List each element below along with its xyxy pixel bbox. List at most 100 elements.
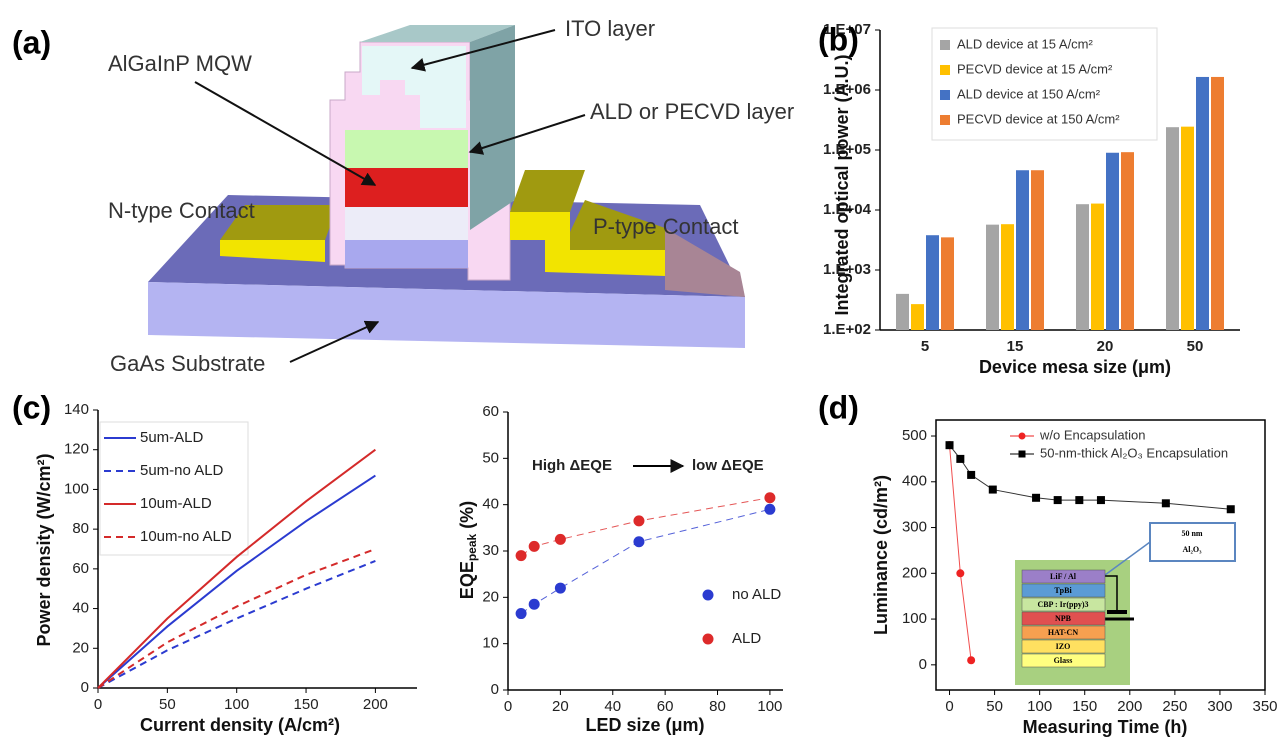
panel-label: (b) [818,21,859,57]
inset-layer-label: LiF / Al [1050,572,1077,581]
y-tick-label: 1.E+04 [823,201,872,218]
y-tick-label: 1.E+05 [823,141,871,158]
mqw-layer [345,168,468,207]
x-tick-label: 15 [1007,338,1024,355]
bar [1166,127,1179,331]
y-tick-label: 50 [482,449,499,466]
x-tick-label: 5 [921,338,929,355]
x-tick-label: 60 [657,698,674,715]
substrate-front [148,282,745,348]
y-tick-label: 80 [72,520,89,537]
y-tick-label: 0 [81,679,89,696]
legend-box [931,27,1158,141]
x-axis-label: Device mesa size (μm) [979,357,1171,377]
y-tick-label: 1.E+03 [823,261,871,278]
legend-label: ALD device at 150 A/cm² [957,86,1101,101]
wire [1105,575,1118,612]
n-layer [345,207,468,240]
diagram-label: GaAs Substrate [110,351,265,376]
arrow [410,29,556,72]
plot-frame [935,419,1266,691]
y-tick-label: 0 [919,656,927,673]
connect-line [520,497,770,557]
inset-layer-label: Glass [1054,656,1073,665]
legend-swatch [940,40,950,50]
legend-label: 50-nm-thick Al₂O₃ Encapsulation [1040,445,1228,460]
diagram-label: AlGaInP MQW [108,51,252,76]
bar [1196,76,1209,331]
bar [1076,204,1089,330]
inset-layer-label: TpBi [1054,586,1072,595]
inset-layer-label: IZO [1056,642,1071,651]
y-axis-label-sub: peak [465,533,479,561]
y-tick-label: 60 [482,403,499,420]
y-tick-label: 200 [902,564,927,581]
p-contact-step [570,200,665,250]
x-tick-label: 350 [1252,698,1277,715]
point [1018,432,1026,440]
inset-layer [1021,583,1106,598]
bar [1106,152,1119,330]
diagram-label: ALD or PECVD layer [590,99,794,124]
buffer-layer [345,240,468,268]
mqw-top-layer [345,130,468,168]
x-axis-label: Current density (A/cm²) [140,715,340,735]
x-tick-label: 100 [757,698,782,715]
x-tick-label: 150 [1072,698,1097,715]
y-axis-label: Power density (W/cm²) [34,453,54,646]
bar [1121,152,1134,330]
y-tick-label: 60 [72,560,89,577]
x-axis-label: Measuring Time (h) [1023,717,1188,737]
series-line [97,559,376,689]
y-axis-label-part: EQE [457,561,477,599]
annotation: low ΔEQE [692,457,764,474]
point [988,485,997,494]
panel-label: (a) [12,24,51,60]
bar [926,235,939,330]
y-axis-label: Luminance (cd/m²) [871,475,891,635]
y-tick-label: 140 [64,401,89,418]
p-contact-top [510,170,585,212]
x-tick-label: 200 [1117,698,1142,715]
callout-text: Al₂O₃ [1182,545,1202,554]
panel-label: (c) [12,389,51,425]
x-tick-label: 40 [604,698,621,715]
y-tick-label: 100 [902,610,927,627]
y-tick-label: 20 [482,588,499,605]
inset-layer [1021,625,1106,640]
point [1096,496,1105,505]
diagram-label: N-type Contact [108,198,255,223]
bar [1091,203,1104,330]
point [764,492,776,504]
y-tick-label: 120 [64,441,89,458]
annotation: High ΔEQE [532,457,612,474]
legend-label: 10um-ALD [140,495,212,512]
point [967,656,976,665]
series-line [97,448,376,689]
arrow [289,320,380,363]
y-tick-label: 30 [482,542,499,559]
panel-label: (d) [818,389,859,425]
connect-line [949,444,1231,510]
bar [941,237,954,330]
point [1053,496,1062,505]
x-tick-label: 20 [1097,338,1114,355]
legend-label: 5um-ALD [140,429,204,446]
callout-text: 50 nm [1181,529,1202,538]
legend-label: no ALD [732,586,781,603]
point [633,536,645,548]
legend-swatch [940,90,950,100]
inset-layer [1021,639,1106,654]
y-tick-label: 300 [902,519,927,536]
point [1032,493,1041,502]
point [945,441,954,450]
x-tick-label: 50 [1187,338,1204,355]
arrow [468,114,586,155]
legend-label: 10um-no ALD [140,528,232,545]
y-tick-label: 40 [482,496,499,513]
x-tick-label: 300 [1207,698,1232,715]
legend-swatch [940,65,950,75]
x-tick-label: 150 [294,696,319,713]
point [956,569,965,578]
